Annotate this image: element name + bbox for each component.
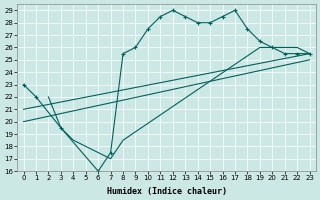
X-axis label: Humidex (Indice chaleur): Humidex (Indice chaleur) — [107, 187, 227, 196]
